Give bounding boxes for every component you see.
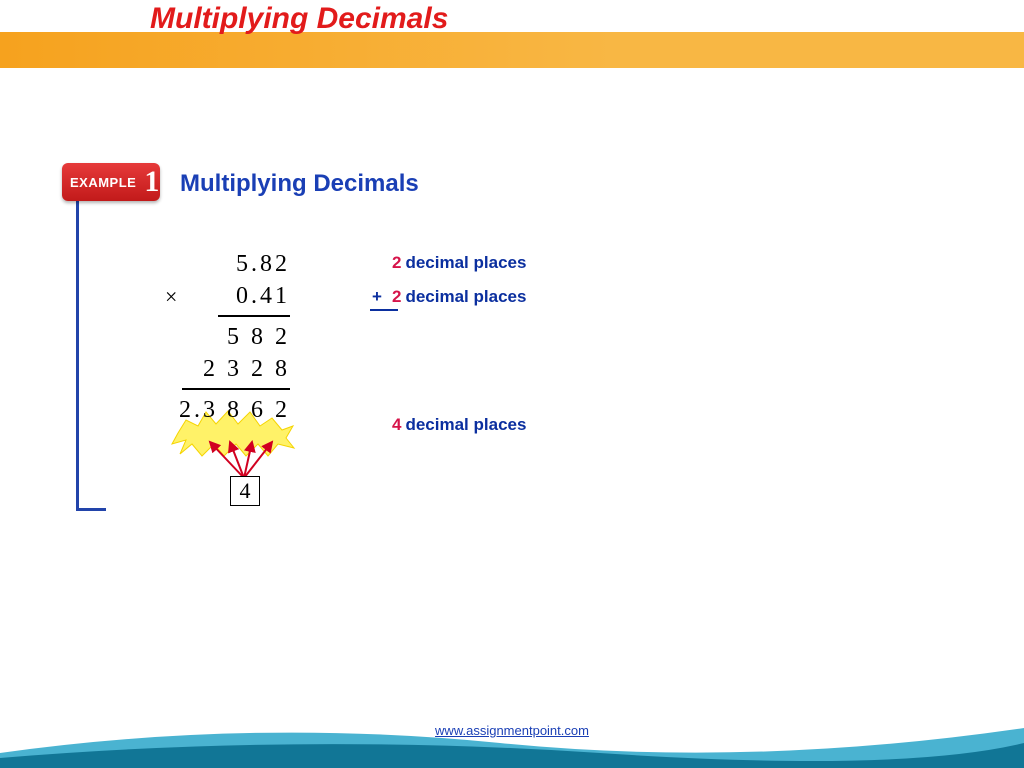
- annotation-multiplier-places: + 2decimal places: [392, 287, 526, 307]
- multiplication-work: 5.82 × 0.41 5 8 2 2 3 2 8 2.3 8 6 2: [150, 248, 290, 426]
- multiplier: 0.41: [236, 283, 290, 309]
- bottom-wave-decoration: [0, 708, 1024, 768]
- partial-product-2: 2 3 2 8: [150, 353, 290, 385]
- example-vertical-rule: [76, 200, 79, 510]
- rule-2: [182, 388, 290, 390]
- multiply-symbol: ×: [165, 282, 177, 312]
- example-foot-rule: [76, 508, 106, 511]
- plus-underline: [370, 309, 398, 311]
- multiplier-row: × 0.41: [150, 280, 290, 312]
- example-label: EXAMPLE: [70, 175, 136, 190]
- annotation-result-places: 4decimal places: [392, 415, 526, 435]
- annotation-multiplicand-places: 2decimal places: [392, 253, 526, 273]
- rule-1: [218, 315, 290, 317]
- page-title: Multiplying Decimals: [150, 2, 448, 36]
- multiplicand: 5.82: [150, 248, 290, 280]
- product-result: 2.3 8 6 2: [150, 394, 290, 426]
- example-subtitle: Multiplying Decimals: [180, 170, 419, 198]
- decimal-count-arrows: [200, 438, 290, 480]
- example-number: 1: [144, 165, 159, 199]
- decimal-count-box: 4: [230, 476, 260, 506]
- example-badge: EXAMPLE 1: [62, 163, 160, 201]
- partial-product-1: 5 8 2: [150, 321, 290, 353]
- header-band: [0, 32, 1024, 68]
